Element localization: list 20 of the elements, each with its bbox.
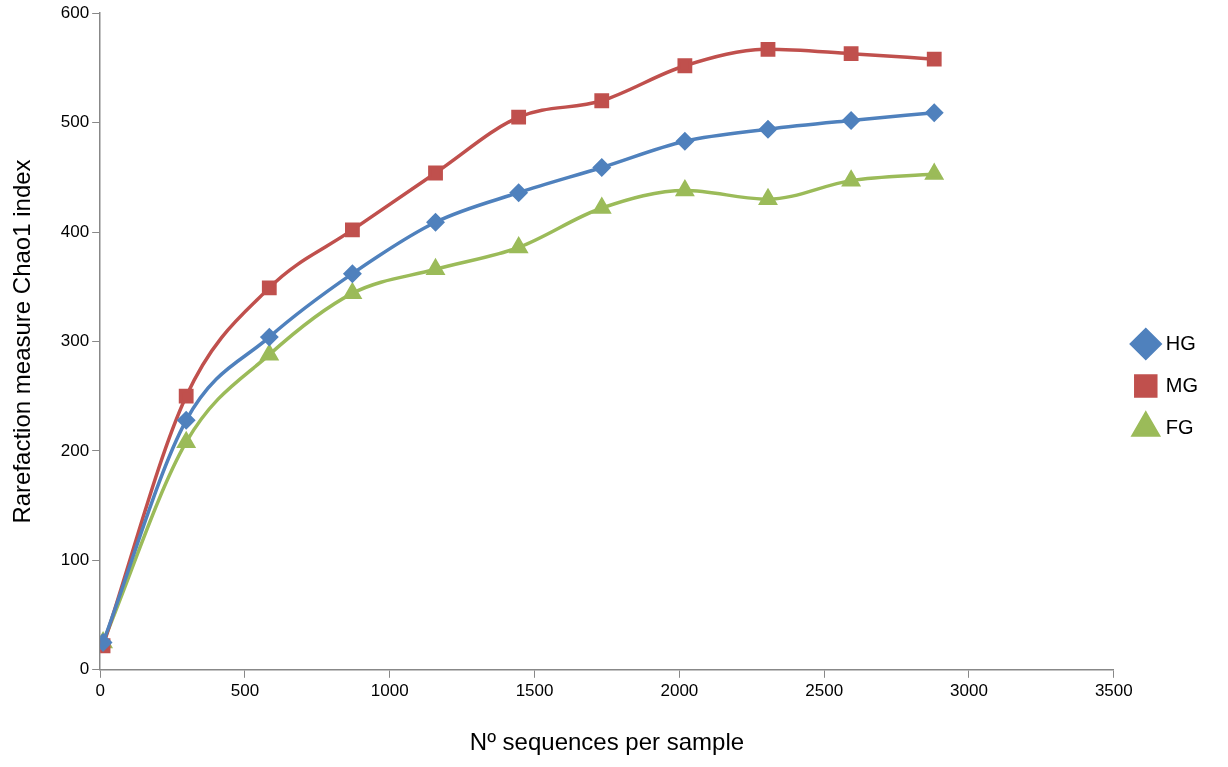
x-tick-label: 2000 — [660, 680, 699, 700]
x-tick-label: 2500 — [805, 680, 844, 700]
x-tick-label: 500 — [230, 680, 260, 700]
x-axis-title: Nº sequences per sample — [469, 728, 745, 756]
legend-label: FG — [1165, 415, 1194, 438]
x-tick-label: 3500 — [1094, 680, 1133, 700]
legend-label: MG — [1165, 373, 1198, 396]
y-tick-label: 300 — [60, 331, 90, 351]
x-tick-label: 1500 — [515, 680, 554, 700]
x-tick-label: 1000 — [370, 680, 409, 700]
x-tick-label: 0 — [95, 680, 105, 700]
y-axis-title: Rarefaction measure Chao1 index — [8, 159, 36, 524]
y-tick-label: 200 — [60, 440, 90, 460]
y-tick-label: 600 — [60, 2, 90, 22]
y-tick-label: 100 — [60, 550, 90, 570]
y-tick-label: 0 — [79, 659, 90, 679]
y-tick-label: 500 — [60, 112, 90, 132]
y-tick-label: 400 — [60, 221, 90, 241]
legend-label: HG — [1165, 331, 1196, 354]
x-tick-label: 3000 — [950, 680, 988, 700]
